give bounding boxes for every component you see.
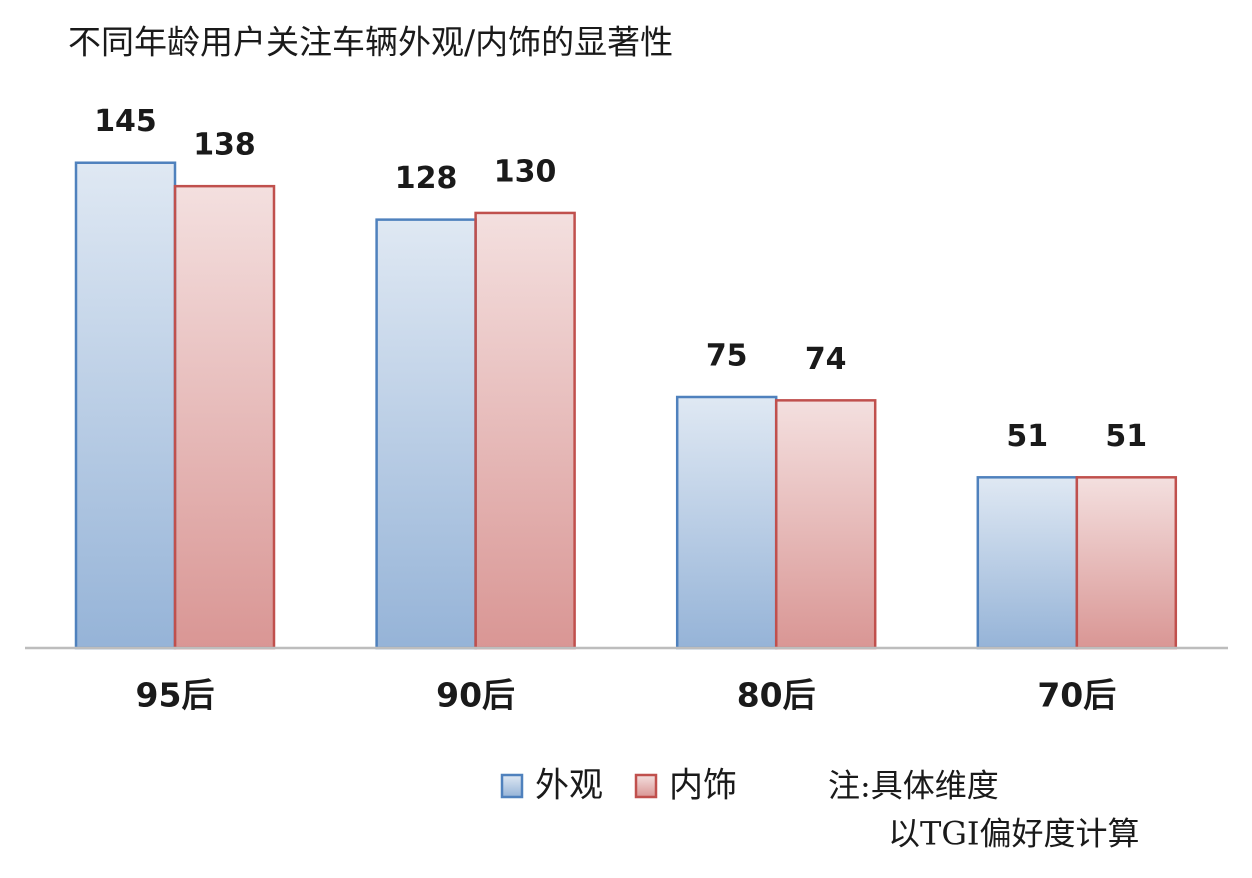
- value-label: 145: [94, 104, 157, 139]
- value-label: 74: [805, 342, 847, 377]
- x-tick-label: 70后: [1037, 676, 1116, 715]
- bar: [976, 476, 1079, 650]
- x-tick-label: 95后: [136, 676, 215, 715]
- value-label: 128: [395, 161, 458, 196]
- bar: [173, 184, 276, 650]
- bar: [474, 211, 576, 650]
- x-tick-label: 80后: [737, 676, 816, 715]
- value-label: 138: [193, 128, 256, 163]
- x-tick-label: 90后: [436, 676, 515, 715]
- value-label: 75: [706, 339, 748, 374]
- value-label: 51: [1105, 419, 1147, 454]
- note: 注:具体维度: [828, 767, 999, 805]
- note: 以TGI偏好度计算: [888, 815, 1140, 853]
- value-label: 130: [494, 154, 557, 189]
- legend-label: 外观: [535, 766, 603, 806]
- value-label: 51: [1006, 419, 1048, 454]
- chart-title: 不同年龄用户关注车辆外观/内饰的显著性: [68, 23, 673, 62]
- legend-label: 内饰: [669, 766, 737, 806]
- legend-swatch: [634, 773, 658, 799]
- legend-swatch: [500, 773, 524, 799]
- bar: [1075, 476, 1178, 650]
- bar: [675, 395, 778, 650]
- bar: [375, 218, 477, 650]
- bar: [74, 161, 177, 650]
- bar: [774, 399, 877, 650]
